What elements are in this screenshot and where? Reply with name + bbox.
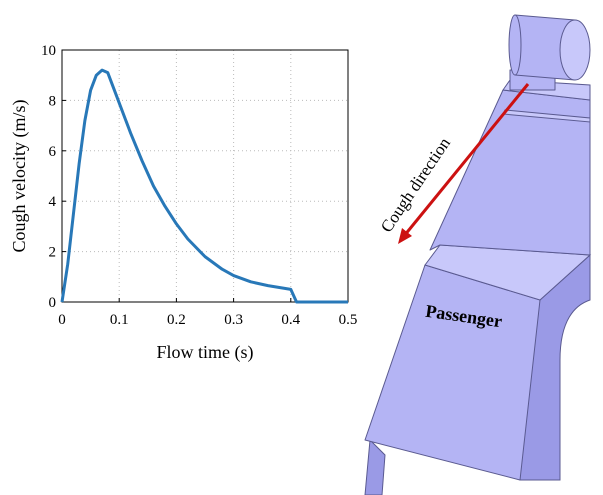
x-axis-label: Flow time (s) xyxy=(157,342,254,363)
x-tick-label: 0.1 xyxy=(110,312,129,328)
figure: Cough direction Passenger Flow time (s) … xyxy=(0,0,603,495)
y-tick-label: 6 xyxy=(49,144,57,160)
y-tick-label: 0 xyxy=(49,295,57,311)
seat-drawing xyxy=(365,15,590,495)
x-tick-label: 0.2 xyxy=(167,312,186,328)
y-tick-label: 8 xyxy=(49,93,57,109)
y-tick-label: 4 xyxy=(49,194,57,210)
x-tick-label: 0.5 xyxy=(339,312,358,328)
x-tick-label: 0.4 xyxy=(281,312,300,328)
y-tick-label: 2 xyxy=(49,245,57,261)
y-tick-label: 10 xyxy=(41,43,56,59)
plot-frame xyxy=(62,50,348,302)
chart: Flow time (s) Cough velocity (m/s) 0 2 4 6 8… xyxy=(9,43,357,363)
data-line xyxy=(62,70,348,302)
x-tick-label: 0 xyxy=(58,312,66,328)
x-tick-label: 0.3 xyxy=(224,312,243,328)
y-axis-label: Cough velocity (m/s) xyxy=(9,100,30,253)
